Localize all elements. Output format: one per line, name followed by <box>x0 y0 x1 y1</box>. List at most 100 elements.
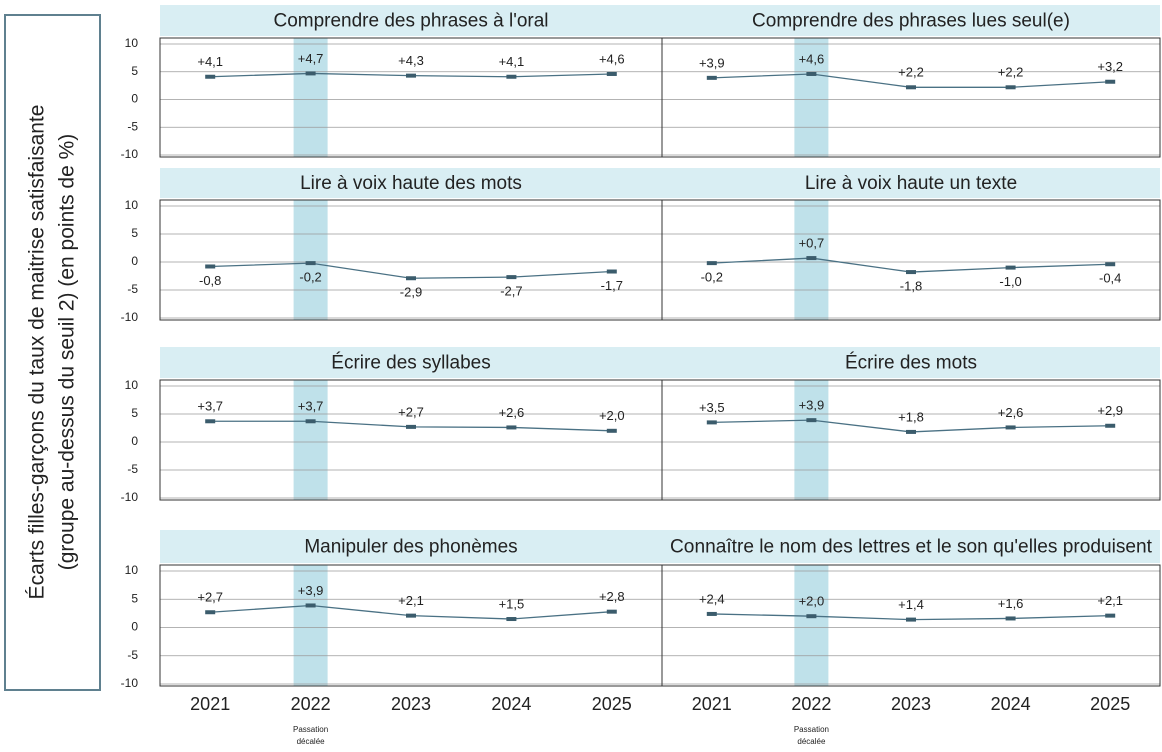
marker <box>406 613 416 618</box>
plot-frame <box>159 379 663 501</box>
marker <box>806 71 817 76</box>
y-tick-label: -5 <box>127 119 138 133</box>
marker <box>706 261 717 266</box>
data-label: +3,2 <box>1097 59 1123 74</box>
marker <box>1005 425 1016 430</box>
chart-title: Lire à voix haute un texte <box>805 173 1017 194</box>
data-label: +2,6 <box>499 405 525 420</box>
marker <box>906 85 916 90</box>
data-label: +4,1 <box>197 54 223 69</box>
x-tick-label: 2022 <box>291 694 331 714</box>
highlight-band <box>794 38 829 157</box>
data-label: -0,2 <box>701 270 723 285</box>
y-axis-label-line: Écarts filles-garçons du taux de maitris… <box>26 105 49 600</box>
marker <box>1005 265 1016 270</box>
highlight-band <box>293 565 328 686</box>
title-bar <box>160 5 662 36</box>
data-label: +2,7 <box>398 404 424 419</box>
x-tick-label: 2025 <box>1090 694 1130 714</box>
x-tick-label: 2021 <box>692 694 732 714</box>
marker <box>706 420 717 425</box>
y-tick-label: 10 <box>125 563 139 577</box>
highlight-band <box>794 380 829 500</box>
title-bar <box>662 347 1160 378</box>
data-label: -1,0 <box>999 274 1021 289</box>
marker <box>506 425 517 430</box>
marker <box>1105 423 1116 428</box>
plot-frame <box>661 37 1161 158</box>
x-tick-label: 2025 <box>592 694 632 714</box>
data-label: +3,7 <box>298 399 324 414</box>
marker <box>205 264 216 269</box>
marker <box>706 611 717 616</box>
data-label: +1,8 <box>898 409 924 424</box>
data-line <box>210 262 612 279</box>
chart-title: Comprendre des phrases lues seul(e) <box>752 11 1070 32</box>
marker <box>806 418 817 423</box>
data-label: +4,7 <box>298 51 324 66</box>
y-tick-label: 5 <box>131 406 138 420</box>
data-label: +2,0 <box>799 594 825 609</box>
chart-title: Lire à voix haute des mots <box>300 173 522 194</box>
title-bar <box>160 530 662 563</box>
marker <box>606 609 617 614</box>
data-label: +1,4 <box>898 597 924 612</box>
y-tick-label: -5 <box>127 282 138 296</box>
data-label: +1,6 <box>998 596 1024 611</box>
data-label: +3,7 <box>197 399 223 414</box>
marker <box>806 256 817 261</box>
marker <box>1005 616 1016 621</box>
data-line <box>711 257 1111 273</box>
plot-frame <box>661 199 1161 321</box>
marker <box>1005 85 1016 90</box>
marker <box>706 75 717 80</box>
x-tick-label: 2024 <box>991 694 1031 714</box>
y-tick-label: 0 <box>131 620 138 634</box>
marker <box>1105 262 1116 267</box>
marker <box>305 261 316 266</box>
data-label: -2,9 <box>400 285 422 300</box>
x-tick-label: 2022 <box>791 694 831 714</box>
data-label: +4,6 <box>799 51 825 66</box>
annotation: décalée <box>297 737 326 746</box>
data-label: +4,6 <box>599 51 625 66</box>
marker <box>406 73 416 78</box>
marker <box>205 419 216 424</box>
marker <box>1105 613 1116 618</box>
y-tick-label: 5 <box>131 226 138 240</box>
highlight-band <box>293 200 328 320</box>
y-tick-label: -5 <box>127 462 138 476</box>
data-label: +3,9 <box>799 398 825 413</box>
marker <box>906 617 916 622</box>
data-label: +2,7 <box>197 590 223 605</box>
y-axis-label: Écarts filles-garçons du taux de maitris… <box>26 105 79 600</box>
data-label: -1,8 <box>900 279 922 294</box>
data-label: +2,6 <box>998 405 1024 420</box>
marker <box>606 269 617 274</box>
marker <box>606 71 617 76</box>
data-label: +0,7 <box>799 236 825 251</box>
plot-frame <box>661 379 1161 501</box>
annotation: Passation <box>293 725 328 734</box>
marker <box>506 617 517 622</box>
data-label: +2,1 <box>1097 593 1123 608</box>
marker <box>406 424 416 429</box>
data-label: +2,2 <box>898 65 924 80</box>
data-label: -0,4 <box>1099 271 1121 286</box>
data-label: +4,1 <box>499 54 525 69</box>
data-label: +2,0 <box>599 408 625 423</box>
marker <box>305 603 316 608</box>
data-label: +1,5 <box>499 596 525 611</box>
data-label: +3,9 <box>298 583 324 598</box>
annotation: Passation <box>794 725 829 734</box>
marker <box>305 71 316 76</box>
chart-title: Connaître le nom des lettres et le son q… <box>670 537 1153 558</box>
data-label: +2,2 <box>998 65 1024 80</box>
y-tick-label: 10 <box>125 36 139 50</box>
y-label-box <box>4 14 101 691</box>
y-tick-label: -10 <box>121 676 139 690</box>
title-bar <box>662 168 1160 198</box>
title-bar <box>662 5 1160 36</box>
data-label: +2,8 <box>599 589 625 604</box>
